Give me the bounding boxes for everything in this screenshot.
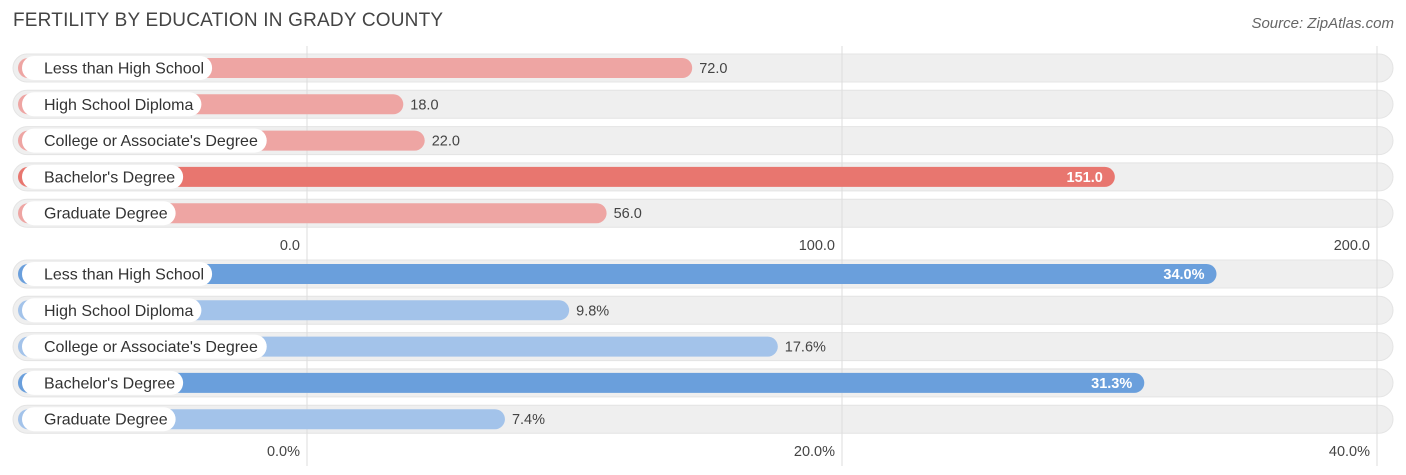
source-label: Source: ZipAtlas.com bbox=[1251, 15, 1394, 32]
fertility-category-pill bbox=[22, 164, 184, 189]
percent-value-label: 17.6% bbox=[785, 340, 826, 356]
fertility-value-label: 22.0 bbox=[432, 134, 460, 150]
percent-tick-label: 20.0% bbox=[794, 444, 835, 460]
percent-tick-label: 0.0% bbox=[267, 444, 300, 460]
fertility-category-pill bbox=[22, 201, 176, 226]
percent-category-label: Graduate Degree bbox=[44, 412, 168, 429]
fertility-tick-label: 200.0 bbox=[1334, 238, 1370, 254]
percent-category-label: Bachelor's Degree bbox=[44, 375, 175, 392]
percent-category-label: Less than High School bbox=[44, 267, 204, 284]
percent-category-pill bbox=[22, 298, 202, 323]
fertility-category-label: College or Associate's Degree bbox=[44, 133, 258, 150]
fertility-value-label: 151.0 bbox=[1067, 170, 1103, 186]
percent-value-label: 31.3% bbox=[1091, 376, 1132, 392]
percent-value-label: 7.4% bbox=[512, 412, 545, 428]
fertility-tick-label: 100.0 bbox=[799, 238, 835, 254]
fertility-category-pill bbox=[22, 92, 202, 117]
fertility-value-label: 72.0 bbox=[699, 61, 727, 77]
percent-value-label: 9.8% bbox=[576, 303, 609, 319]
chart-title: FERTILITY BY EDUCATION IN GRADY COUNTY bbox=[13, 10, 444, 31]
fertility-value-label: 56.0 bbox=[614, 206, 642, 222]
percent-bar bbox=[18, 372, 1145, 393]
percent-category-label: College or Associate's Degree bbox=[44, 339, 258, 356]
percent-category-pill bbox=[22, 334, 267, 359]
percent-category-pill bbox=[22, 407, 176, 432]
percent-value-label: 34.0% bbox=[1163, 267, 1204, 283]
percent-tick-label: 40.0% bbox=[1329, 444, 1370, 460]
percent-category-label: High School Diploma bbox=[44, 303, 194, 320]
fertility-category-label: Graduate Degree bbox=[44, 206, 168, 223]
fertility-category-label: Bachelor's Degree bbox=[44, 169, 175, 186]
percent-bar bbox=[18, 264, 1217, 284]
fertility-category-label: Less than High School bbox=[44, 61, 204, 78]
percent-category-pill bbox=[22, 370, 184, 395]
percent-category-pill bbox=[22, 262, 213, 286]
fertility-tick-label: 0.0 bbox=[280, 238, 300, 254]
fertility-category-pill bbox=[22, 56, 213, 80]
fertility-bar bbox=[18, 166, 1115, 187]
fertility-category-label: High School Diploma bbox=[44, 97, 194, 114]
fertility-value-label: 18.0 bbox=[410, 97, 438, 113]
fertility-category-pill bbox=[22, 128, 267, 153]
